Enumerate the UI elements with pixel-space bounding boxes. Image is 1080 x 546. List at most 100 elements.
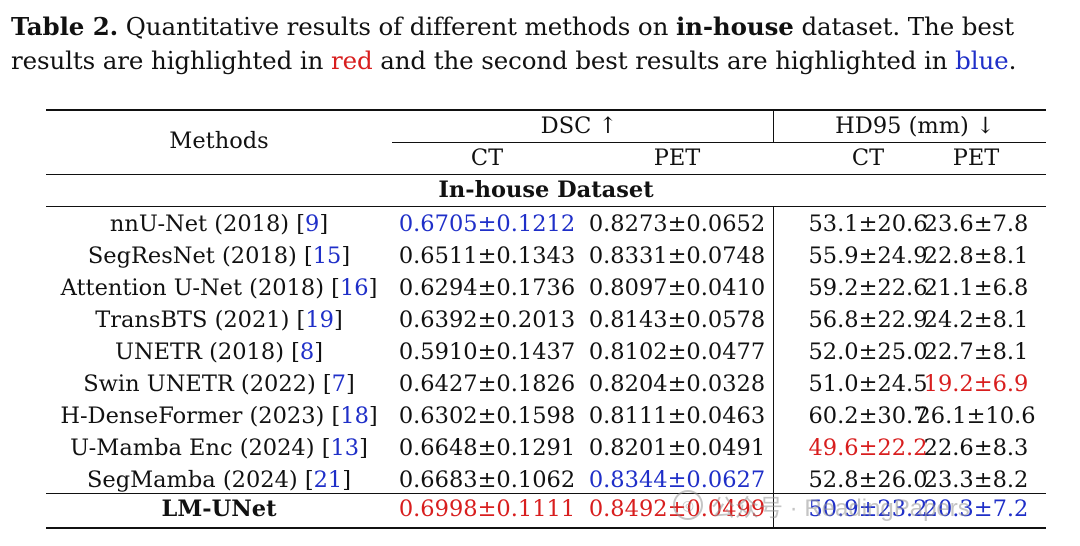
caption-text-3: and the second best results are highligh… <box>372 46 956 75</box>
methods-header: Methods <box>169 128 269 154</box>
final-table-cell: 50.9±23.2 <box>808 496 928 522</box>
method-label: Attention U-Net (2018) <box>60 275 332 301</box>
table-cell: 0.5910±0.1437 <box>398 339 576 365</box>
table-cell: 0.6302±0.1598 <box>398 403 576 429</box>
method-name: SegMamba (2024) [21] <box>87 466 351 494</box>
table-cell: 0.6705±0.1212 <box>398 211 576 237</box>
final-method-name: LM-UNet <box>161 496 277 522</box>
table-cell: 0.8111±0.0463 <box>588 403 766 429</box>
table-cell: 0.8273±0.0652 <box>588 211 766 237</box>
citation-bracket-close: ] <box>341 243 351 269</box>
citation-bracket-open: [ <box>296 307 306 333</box>
group-header-dsc: DSC ↑ <box>540 113 618 139</box>
table-cell: 0.8331±0.0748 <box>588 243 766 269</box>
citation-ref: 9 <box>305 211 320 237</box>
caption-blue-word: blue <box>955 46 1009 75</box>
method-name: nnU-Net (2018) [9] <box>110 210 328 238</box>
group-header-hd95: HD95 (mm) ↓ <box>835 113 995 139</box>
table-cell: 0.6511±0.1343 <box>398 243 576 269</box>
table-cell: 0.6392±0.2013 <box>398 307 576 333</box>
table-cell: 56.8±22.9 <box>808 307 928 333</box>
table-cell: 22.8±8.1 <box>923 243 1029 269</box>
method-name: U-Mamba Enc (2024) [13] <box>70 434 368 462</box>
citation-bracket-open: [ <box>331 403 341 429</box>
table-cell: 26.1±10.6 <box>916 403 1036 429</box>
subcol-header-dsc-ct: CT <box>470 145 504 171</box>
table-cell: 0.8201±0.0491 <box>588 435 766 461</box>
table-cell: 19.2±6.9 <box>923 371 1029 397</box>
table-cell: 52.0±25.0 <box>808 339 928 365</box>
citation-bracket-open: [ <box>322 371 332 397</box>
caption-text-1: Quantitative results of different method… <box>118 12 676 41</box>
table-cell: 49.6±22.2 <box>808 435 928 461</box>
citation-bracket-open: [ <box>303 243 313 269</box>
table-cell: 59.2±22.6 <box>808 275 928 301</box>
method-label: U-Mamba Enc (2024) <box>70 435 322 461</box>
subcol-header-hd95-pet: PET <box>952 145 1000 171</box>
method-label: SegMamba (2024) <box>86 467 305 493</box>
caption-label: Table 2. <box>11 12 119 41</box>
method-label: SegResNet (2018) <box>87 243 304 269</box>
method-label: TransBTS (2021) <box>95 307 297 333</box>
table-cell: 22.7±8.1 <box>923 339 1029 365</box>
caption-text-4: . <box>1008 46 1017 75</box>
method-name: H-DenseFormer (2023) [18] <box>60 402 377 430</box>
caption-red-word: red <box>330 46 373 75</box>
caption-bold-word: in-house <box>675 12 794 41</box>
table-cell: 22.6±8.3 <box>923 435 1029 461</box>
citation-bracket-open: [ <box>321 435 331 461</box>
table-cell: 51.0±24.5 <box>808 371 928 397</box>
table-cell: 21.1±6.8 <box>923 275 1029 301</box>
table-cell: 0.6648±0.1291 <box>398 435 576 461</box>
method-name: SegResNet (2018) [15] <box>88 242 350 270</box>
table-caption: Table 2. Quantitative results of differe… <box>11 10 1073 78</box>
citation-ref: 19 <box>305 307 334 333</box>
table-cell: 0.8102±0.0477 <box>588 339 766 365</box>
section-rule <box>46 206 1046 207</box>
citation-bracket-close: ] <box>319 211 329 237</box>
subcol-header-hd95-ct: CT <box>851 145 885 171</box>
column-separator-vertical <box>773 206 774 527</box>
header-rule <box>46 174 1046 175</box>
method-label: Swin UNETR (2022) <box>83 371 323 397</box>
citation-ref: 7 <box>331 371 346 397</box>
dsc-underline <box>392 142 773 143</box>
final-table-cell: 0.8492±0.0499 <box>588 496 766 522</box>
citation-bracket-close: ] <box>359 435 368 461</box>
subcol-header-dsc-pet: PET <box>653 145 701 171</box>
hd95-underline <box>773 142 1046 143</box>
dsc-hd95-header-separator <box>773 110 774 142</box>
citation-bracket-close: ] <box>314 339 324 365</box>
citation-bracket-close: ] <box>368 275 378 301</box>
citation-bracket-close: ] <box>368 403 378 429</box>
table-cell: 55.9±24.9 <box>808 243 928 269</box>
table-cell: 23.6±7.8 <box>923 211 1029 237</box>
citation-bracket-open: [ <box>291 339 300 365</box>
final-table-cell: 20.3±7.2 <box>923 496 1029 522</box>
citation-bracket-open: [ <box>296 211 305 237</box>
top-rule <box>46 109 1046 111</box>
citation-bracket-open: [ <box>331 275 340 301</box>
citation-ref: 21 <box>313 467 343 493</box>
citation-bracket-open: [ <box>304 467 314 493</box>
citation-ref: 8 <box>299 339 315 365</box>
section-title: In-house Dataset <box>438 177 654 203</box>
method-label: H-DenseFormer (2023) <box>60 403 332 429</box>
citation-ref: 13 <box>330 435 360 461</box>
table-cell: 23.3±8.2 <box>923 467 1029 493</box>
table-cell: 53.1±20.6 <box>808 211 928 237</box>
table-cell: 0.6427±0.1826 <box>398 371 576 397</box>
table-cell: 0.8204±0.0328 <box>588 371 766 397</box>
method-name: Attention U-Net (2018) [16] <box>61 274 378 302</box>
bottom-rule <box>46 527 1046 529</box>
citation-ref: 15 <box>312 243 342 269</box>
table-cell: 0.8143±0.0578 <box>588 307 766 333</box>
citation-ref: 16 <box>339 275 369 301</box>
citation-bracket-close: ] <box>333 307 343 333</box>
table-cell: 60.2±30.7 <box>808 403 928 429</box>
citation-ref: 18 <box>340 403 369 429</box>
table-cell: 0.8344±0.0627 <box>588 467 766 493</box>
method-name: Swin UNETR (2022) [7] <box>83 370 355 398</box>
method-label: nnU-Net (2018) <box>109 211 297 237</box>
table-cell: 52.8±26.0 <box>808 467 928 493</box>
